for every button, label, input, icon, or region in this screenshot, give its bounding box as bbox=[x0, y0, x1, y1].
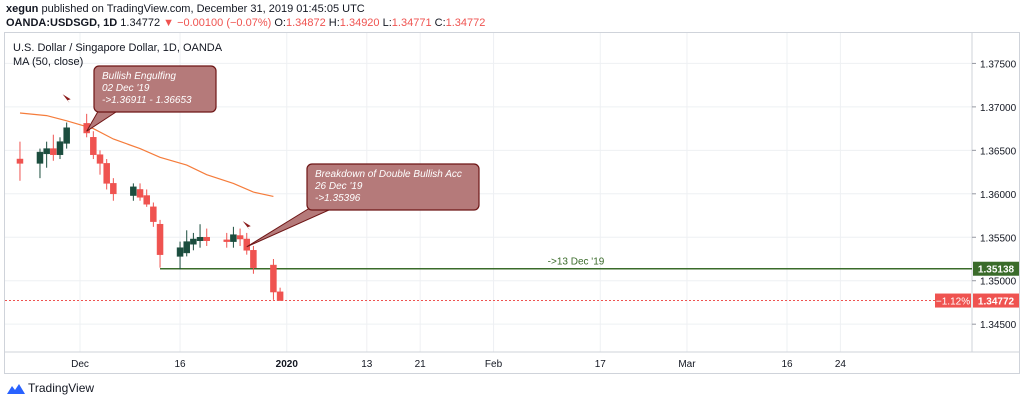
candle-up[interactable] bbox=[130, 186, 137, 196]
x-tick-label: Feb bbox=[485, 359, 503, 370]
ma-indicator-label[interactable]: MA (50, close) bbox=[13, 56, 84, 68]
open-value: 1.34872 bbox=[285, 17, 326, 29]
change-value: −0.00100 (−0.07%) bbox=[177, 17, 272, 29]
ohlc-line: OANDA:USDSGD, 1D 1.34772 ▼ −0.00100 (−0.… bbox=[6, 17, 485, 29]
support-price-badge bbox=[973, 261, 1019, 276]
candle-down[interactable] bbox=[250, 250, 257, 268]
candle-down[interactable] bbox=[103, 163, 110, 184]
bearish-arrow-marker-icon bbox=[242, 221, 251, 231]
chart-title: U.S. Dollar / Singapore Dollar, 1D, OAND… bbox=[13, 42, 223, 54]
y-tick-label: 1.36000 bbox=[980, 190, 1017, 201]
close-value: 1.34772 bbox=[445, 17, 486, 29]
callout-box[interactable] bbox=[306, 163, 480, 211]
high-value: 1.34920 bbox=[339, 17, 380, 29]
publisher-line: xegun published on TradingView.com, Dece… bbox=[6, 3, 365, 15]
bullish-arrow-marker-icon bbox=[62, 94, 71, 104]
candle-up[interactable] bbox=[56, 141, 64, 155]
low-label: L: bbox=[382, 17, 392, 29]
candle-up[interactable] bbox=[196, 237, 204, 241]
callout-text-line: 02 Dec '19 bbox=[102, 83, 150, 94]
x-tick-label: 13 bbox=[361, 359, 373, 370]
last-price-badge bbox=[973, 293, 1019, 308]
x-tick-label: 17 bbox=[595, 359, 607, 370]
tradingview-logo-icon bbox=[7, 384, 25, 394]
candle-down[interactable] bbox=[156, 223, 164, 255]
low-value: 1.34771 bbox=[391, 17, 432, 29]
x-tick-label: Dec bbox=[71, 359, 89, 370]
candle-down[interactable] bbox=[90, 137, 97, 155]
y-tick-label: 1.37000 bbox=[980, 103, 1017, 114]
publisher-text: published on TradingView.com, December 3… bbox=[41, 3, 365, 15]
candle-down[interactable] bbox=[276, 291, 284, 301]
x-tick-label: 16 bbox=[781, 359, 793, 370]
candle-up[interactable] bbox=[43, 148, 50, 155]
chart-frame[interactable] bbox=[4, 32, 1020, 374]
tradingview-brand[interactable]: TradingView bbox=[28, 381, 95, 395]
support-line-label: ->13 Dec '19 bbox=[548, 257, 605, 268]
candle-down[interactable] bbox=[50, 148, 57, 155]
candle-down[interactable] bbox=[96, 154, 104, 164]
x-tick-label: 24 bbox=[835, 359, 847, 370]
x-tick-label: 21 bbox=[415, 359, 427, 370]
callout-text-line: 26 Dec '19 bbox=[314, 181, 363, 192]
ma-50-line bbox=[19, 112, 274, 197]
y-tick-label: 1.35500 bbox=[980, 233, 1017, 244]
last-price-value: 1.34772 bbox=[120, 17, 161, 29]
candle-up[interactable] bbox=[230, 234, 237, 242]
candle-down[interactable] bbox=[136, 189, 144, 198]
callout-text-line: Bullish Engulfing bbox=[102, 71, 176, 82]
open-label: O: bbox=[274, 17, 286, 29]
callout-text-line: Breakdown of Double Bullish Acc bbox=[315, 169, 462, 180]
callout-text-line: ->1.35396 bbox=[315, 193, 361, 204]
candle-down[interactable] bbox=[236, 235, 244, 240]
x-tick-label: 2020 bbox=[276, 359, 299, 370]
change-percent-label: −1.12% bbox=[936, 297, 970, 308]
candle-down[interactable] bbox=[16, 158, 24, 164]
y-tick-label: 1.34500 bbox=[980, 320, 1017, 331]
candle-down[interactable] bbox=[270, 264, 277, 293]
candle-up[interactable] bbox=[36, 151, 44, 164]
candle-down[interactable] bbox=[243, 238, 250, 251]
candle-down[interactable] bbox=[223, 239, 230, 242]
candle-down[interactable] bbox=[110, 183, 117, 195]
support-price-label: 1.35138 bbox=[978, 265, 1015, 276]
y-tick-label: 1.35000 bbox=[980, 277, 1017, 288]
x-tick-label: Mar bbox=[678, 359, 696, 370]
y-tick-label: 1.36500 bbox=[980, 146, 1017, 157]
candle-up[interactable] bbox=[176, 247, 184, 257]
y-tick-label: 1.37500 bbox=[980, 59, 1017, 70]
change-percent-badge bbox=[935, 293, 971, 308]
callout-box[interactable] bbox=[93, 65, 217, 113]
candle-down[interactable] bbox=[203, 237, 210, 241]
high-label: H: bbox=[328, 17, 340, 29]
candle-up[interactable] bbox=[63, 127, 70, 144]
change-arrow-icon: ▼ bbox=[163, 17, 175, 29]
callout-text-line: ->1.36911 - 1.36653 bbox=[102, 95, 192, 106]
close-label: C: bbox=[434, 17, 446, 29]
candle-up[interactable] bbox=[190, 238, 197, 245]
last-price-label: 1.34772 bbox=[978, 297, 1015, 308]
symbol-label: OANDA:USDSGD, 1D bbox=[6, 17, 118, 29]
candle-down[interactable] bbox=[143, 195, 150, 205]
candle-up[interactable] bbox=[183, 241, 190, 254]
candle-down[interactable] bbox=[150, 206, 157, 222]
x-tick-label: 16 bbox=[174, 359, 186, 370]
top-bar: xegun published on TradingView.com, Dece… bbox=[0, 0, 1024, 32]
publisher-user: xegun bbox=[6, 3, 39, 15]
